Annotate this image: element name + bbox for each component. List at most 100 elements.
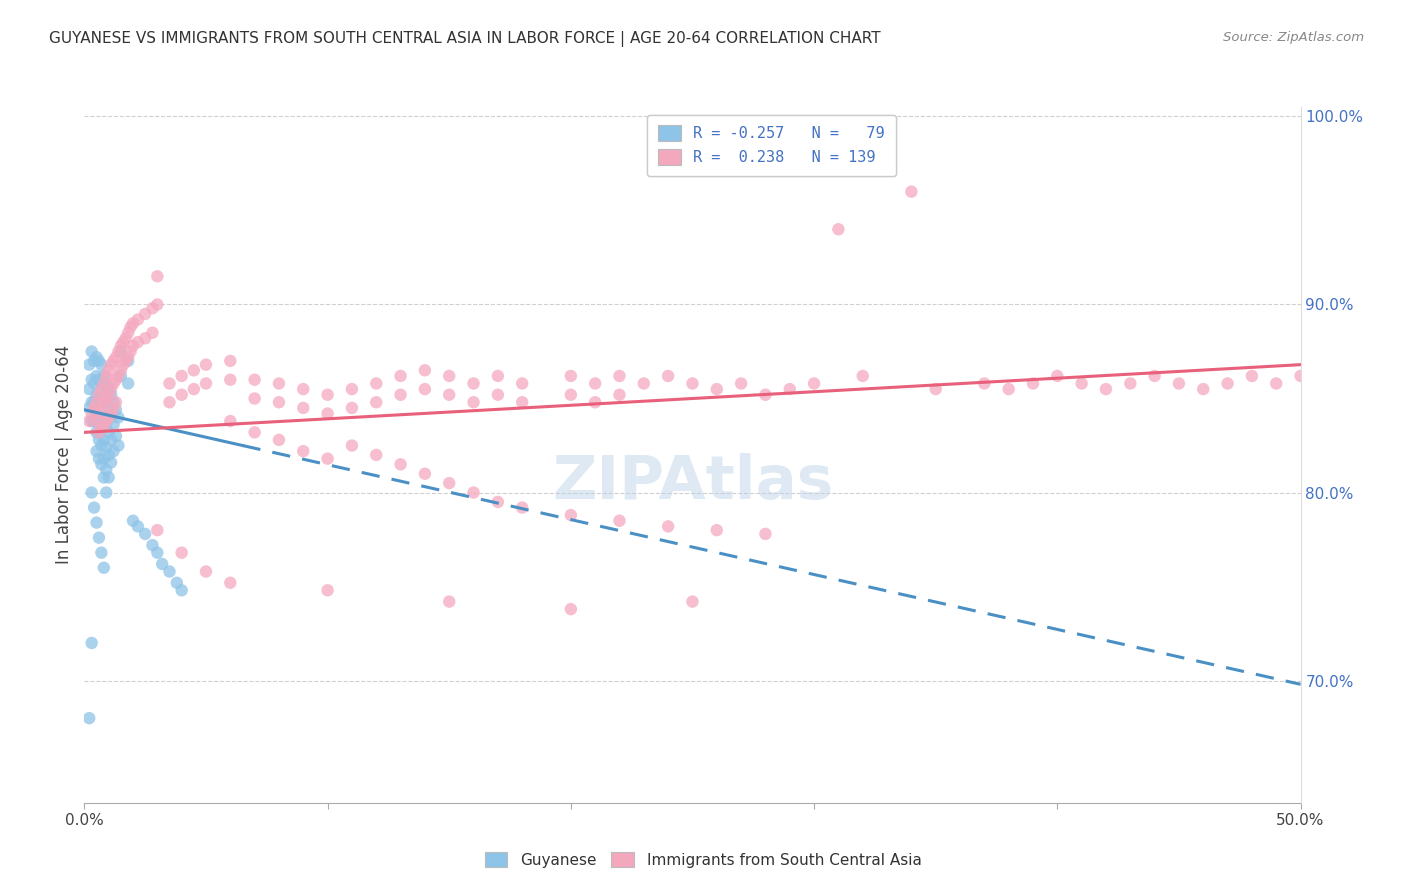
Point (112, 358, 135, 372)
Point (83, 414, 105, 428)
Point (90, 458, 112, 472)
Point (103, 354, 125, 368)
Point (83, 354, 105, 368)
Point (127, 335, 149, 350)
Point (93, 419, 115, 434)
Point (1289, 368, 1312, 383)
Point (103, 401, 125, 415)
Point (583, 395, 606, 409)
Point (779, 382, 801, 396)
Point (77, 414, 100, 428)
Point (80, 407, 103, 421)
Point (292, 401, 315, 415)
Point (87, 373, 110, 387)
Point (195, 358, 218, 372)
Point (97, 382, 120, 396)
Point (87, 425, 110, 440)
Point (267, 433, 290, 447)
Point (120, 344, 142, 359)
Point (486, 368, 509, 383)
Point (486, 388, 509, 402)
Point (110, 363, 132, 377)
Point (96, 441, 118, 455)
Point (100, 358, 122, 372)
Point (100, 433, 122, 447)
Point (86, 444, 108, 458)
Point (96, 463, 118, 477)
Point (439, 368, 461, 383)
Point (146, 269, 169, 284)
Point (366, 448, 388, 462)
Point (146, 546, 169, 560)
Point (77, 711, 100, 725)
Point (100, 407, 122, 421)
Point (195, 376, 218, 391)
Point (159, 565, 181, 579)
Point (583, 376, 606, 391)
Point (134, 527, 156, 541)
Point (706, 523, 728, 537)
Point (87, 410, 110, 425)
Point (86, 350, 108, 364)
Point (127, 312, 149, 326)
Point (510, 395, 533, 409)
Point (100, 388, 122, 402)
Point (90, 546, 112, 560)
Point (90, 438, 112, 452)
Point (90, 382, 112, 396)
Point (93, 376, 115, 391)
Point (80, 414, 103, 428)
Point (510, 500, 533, 515)
Point (83, 500, 105, 515)
Point (104, 429, 127, 443)
Text: ZIPAtlas: ZIPAtlas (553, 453, 832, 512)
Point (316, 451, 339, 466)
Point (366, 376, 388, 391)
Point (86, 407, 108, 421)
Point (87, 451, 110, 466)
Point (112, 335, 135, 350)
Point (413, 363, 436, 377)
Point (633, 376, 655, 391)
Point (560, 602, 582, 616)
Point (141, 301, 163, 316)
Point (93, 395, 115, 409)
Point (170, 583, 193, 598)
Point (134, 307, 156, 321)
Point (97, 388, 120, 402)
Point (104, 395, 127, 409)
Point (83, 376, 105, 391)
Point (609, 388, 631, 402)
Point (96, 395, 118, 409)
Point (93, 470, 115, 484)
Point (80, 395, 103, 409)
Point (657, 368, 679, 383)
Point (730, 376, 752, 391)
Point (292, 444, 315, 458)
Point (439, 476, 461, 491)
Point (93, 451, 115, 466)
Point (103, 417, 125, 432)
Point (439, 594, 461, 608)
Point (87, 407, 110, 421)
Point (96, 376, 118, 391)
Point (292, 382, 315, 396)
Point (1070, 376, 1092, 391)
Point (93, 433, 115, 447)
Point (657, 519, 679, 533)
Point (170, 368, 193, 383)
Point (97, 410, 120, 425)
Point (997, 382, 1019, 396)
Point (366, 395, 388, 409)
Point (486, 495, 509, 509)
Point (609, 514, 631, 528)
Point (560, 508, 582, 522)
Point (340, 382, 363, 396)
Point (90, 417, 112, 432)
Point (86, 516, 108, 530)
Point (93, 560, 115, 574)
Point (1095, 382, 1118, 396)
Point (134, 331, 156, 345)
Point (463, 395, 485, 409)
Point (146, 523, 169, 537)
